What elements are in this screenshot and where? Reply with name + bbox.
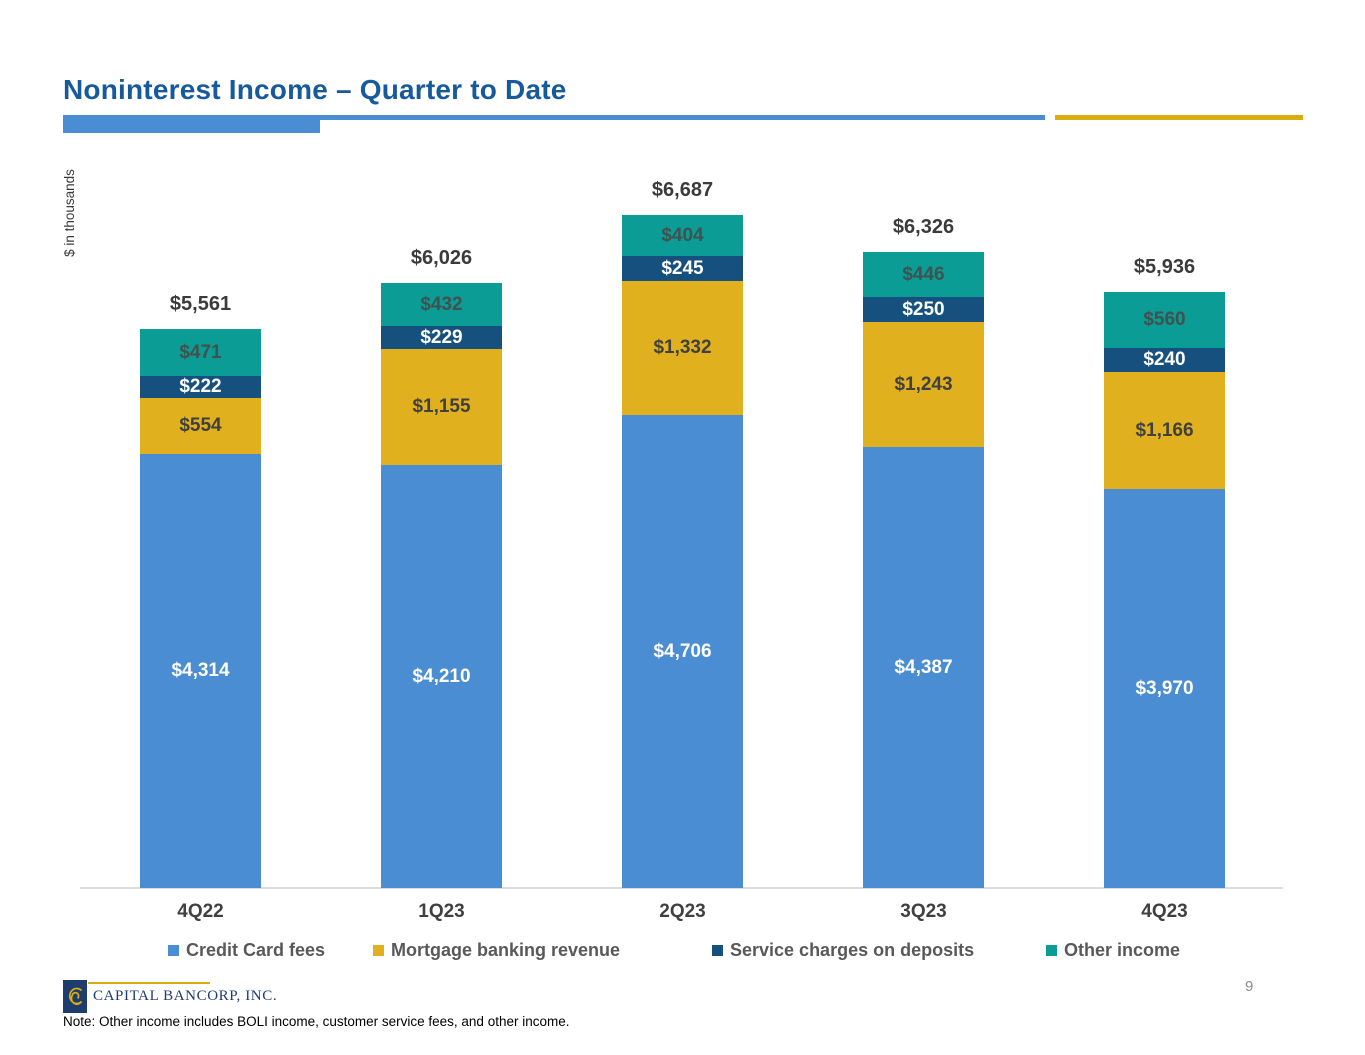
bar-segment-mortgage-banking-revenue-1q23: $1,155 bbox=[381, 349, 502, 465]
legend-item-mortgage-banking-revenue: Mortgage banking revenue bbox=[373, 938, 620, 962]
bar-segment-mortgage-banking-revenue-2q23: $1,332 bbox=[622, 281, 743, 415]
logo bbox=[63, 980, 87, 1013]
logo-spiral-icon bbox=[68, 987, 83, 1006]
legend-item-service-charges-on-deposits: Service charges on deposits bbox=[712, 938, 974, 962]
bar-segment-service-charges-on-deposits-1q23: $229 bbox=[381, 326, 502, 349]
x-axis-tick-2q23: 2Q23 bbox=[659, 901, 706, 922]
legend-marker-icon bbox=[1046, 944, 1057, 956]
title-underline-gold bbox=[1055, 115, 1303, 120]
page-title: Noninterest Income – Quarter to Date bbox=[63, 74, 567, 105]
bar-segment-mortgage-banking-revenue-4q22: $554 bbox=[140, 398, 261, 454]
x-axis-tick-1q23: 1Q23 bbox=[418, 901, 465, 922]
bar-segment-credit-card-fees-2q23: $4,706 bbox=[622, 415, 743, 888]
bar-segment-credit-card-fees-4q22: $4,314 bbox=[140, 454, 261, 888]
y-axis-label: $ in thousands bbox=[62, 169, 77, 257]
legend-label: Other income bbox=[1064, 939, 1181, 960]
legend-label: Mortgage banking revenue bbox=[391, 939, 621, 960]
bar-segment-mortgage-banking-revenue-4q23: $1,166 bbox=[1104, 372, 1225, 489]
bar-segment-mortgage-banking-revenue-3q23: $1,243 bbox=[863, 322, 984, 447]
bar-segment-other-income-3q23: $446 bbox=[863, 252, 984, 297]
title-underline-blue-thick bbox=[63, 119, 320, 133]
legend-marker-icon bbox=[168, 944, 179, 956]
bar-segment-service-charges-on-deposits-4q22: $222 bbox=[140, 376, 261, 398]
bar-segment-other-income-4q22: $471 bbox=[140, 329, 261, 376]
x-axis-line bbox=[80, 887, 1283, 889]
logo-rule bbox=[88, 982, 210, 984]
bar-segment-credit-card-fees-3q23: $4,387 bbox=[863, 447, 984, 888]
x-axis-tick-4q22: 4Q22 bbox=[177, 901, 224, 922]
legend-item-other-income: Other income bbox=[1046, 938, 1180, 962]
legend-label: Credit Card fees bbox=[186, 939, 326, 960]
bar-total-4q22: $5,561 bbox=[169, 293, 232, 315]
bar-segment-credit-card-fees-1q23: $4,210 bbox=[381, 465, 502, 888]
legend-marker-icon bbox=[712, 944, 723, 956]
bar-segment-credit-card-fees-4q23: $3,970 bbox=[1104, 489, 1225, 888]
bar-total-4q23: $5,936 bbox=[1133, 256, 1196, 278]
logo-text: CAPITAL BANCORP, INC. bbox=[93, 988, 278, 1004]
bar-segment-other-income-2q23: $404 bbox=[622, 215, 743, 256]
bar-segment-service-charges-on-deposits-3q23: $250 bbox=[863, 297, 984, 322]
x-axis-tick-3q23: 3Q23 bbox=[900, 901, 947, 922]
legend-marker-icon bbox=[373, 944, 384, 956]
page-number: 9 bbox=[1245, 978, 1254, 995]
bar-segment-other-income-1q23: $432 bbox=[381, 283, 502, 326]
footnote: Note: Other income includes BOLI income,… bbox=[63, 1014, 570, 1029]
bar-total-2q23: $6,687 bbox=[651, 179, 714, 201]
bar-total-1q23: $6,026 bbox=[410, 247, 473, 269]
bar-segment-service-charges-on-deposits-2q23: $245 bbox=[622, 256, 743, 281]
bar-segment-other-income-4q23: $560 bbox=[1104, 292, 1225, 348]
title-underline-blue bbox=[63, 115, 1045, 120]
legend-item-credit-card-fees: Credit Card fees bbox=[168, 938, 325, 962]
x-axis-tick-4q23: 4Q23 bbox=[1141, 901, 1188, 922]
bar-segment-service-charges-on-deposits-4q23: $240 bbox=[1104, 348, 1225, 372]
bar-total-3q23: $6,326 bbox=[892, 216, 955, 238]
legend-label: Service charges on deposits bbox=[730, 939, 975, 960]
